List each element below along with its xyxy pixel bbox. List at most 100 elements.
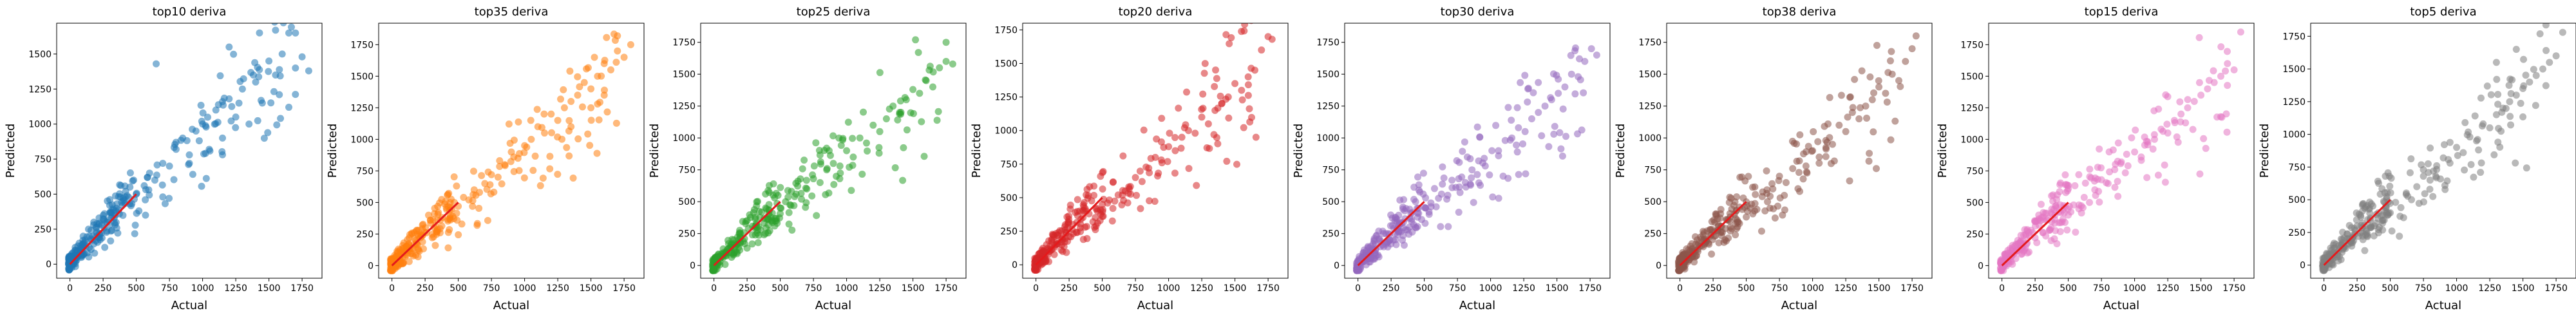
data-point [170, 144, 178, 151]
data-point [2052, 204, 2060, 212]
data-point [1519, 140, 1527, 147]
data-point [539, 175, 547, 182]
data-point [1732, 214, 1739, 222]
data-point [166, 162, 173, 170]
data-point [586, 142, 594, 149]
data-point [1862, 102, 1870, 110]
data-point [2552, 52, 2560, 60]
data-point [2532, 102, 2539, 109]
data-point [899, 176, 907, 184]
data-point [1708, 251, 1716, 258]
data-point [1074, 196, 1081, 204]
data-point [444, 203, 452, 211]
data-point [1826, 93, 1833, 101]
data-point [2523, 164, 2530, 172]
x-tick-label: 0 [389, 283, 395, 294]
data-point [2542, 82, 2550, 90]
data-point [1053, 238, 1061, 245]
y-tick-label: 250 [2288, 228, 2306, 238]
data-point [161, 200, 169, 207]
data-point [117, 182, 125, 189]
data-point [1354, 264, 1361, 272]
data-point [2320, 254, 2328, 262]
data-point [1158, 115, 1166, 122]
data-point [578, 103, 586, 111]
x-axis-label: Actual [1137, 299, 1173, 312]
data-point [444, 191, 451, 199]
data-point [876, 69, 884, 77]
data-point [751, 224, 759, 232]
data-point [1238, 28, 1245, 35]
data-point [1524, 84, 1532, 92]
data-point [2131, 148, 2139, 156]
data-point [1551, 122, 1558, 130]
data-point [225, 43, 233, 51]
data-point [1147, 155, 1155, 162]
plot-frame [1988, 23, 2255, 279]
data-point [1722, 237, 1730, 245]
data-point [1395, 211, 1403, 219]
data-point [131, 230, 138, 238]
data-point [826, 151, 834, 159]
data-point [1212, 66, 1220, 74]
data-point [1912, 32, 1920, 40]
data-point [1821, 122, 1828, 130]
data-point [1844, 113, 1852, 121]
data-point [1489, 193, 1497, 201]
data-point [1882, 90, 1889, 97]
data-point [278, 50, 286, 58]
data-point [1768, 180, 1776, 187]
data-point [1561, 83, 1569, 91]
data-point [1501, 137, 1509, 144]
data-point [472, 191, 480, 199]
data-point [2475, 146, 2483, 154]
data-point [1111, 197, 1119, 205]
data-point [126, 169, 134, 177]
data-point [1888, 48, 1895, 55]
data-point [1444, 223, 1452, 231]
data-point [1513, 141, 1520, 149]
data-point [1745, 173, 1752, 180]
data-point [1736, 173, 1744, 181]
data-point [863, 139, 870, 147]
data-point [1455, 209, 1463, 216]
data-point [2536, 30, 2544, 37]
data-point [1476, 133, 1484, 141]
y-tick-label: 250 [1644, 229, 1662, 240]
data-point [1577, 76, 1584, 84]
data-point [2121, 169, 2129, 176]
data-point [2173, 133, 2181, 141]
y-axis-label: Predicted [648, 124, 661, 178]
data-point [419, 220, 427, 228]
data-point [1164, 158, 1171, 166]
data-point [2505, 81, 2513, 89]
y-tick-label: 1500 [672, 70, 696, 80]
data-point [2461, 118, 2469, 126]
y-tick-label: 0 [1012, 260, 1018, 270]
data-point [153, 161, 161, 169]
data-point [724, 236, 732, 244]
data-point [1506, 137, 1514, 144]
data-point [185, 160, 193, 168]
x-tick-label: 1000 [513, 283, 536, 294]
data-point [1408, 215, 1416, 223]
data-point [1395, 228, 1403, 236]
data-point [809, 171, 817, 179]
x-tick-label: 750 [805, 283, 822, 294]
data-point [1545, 143, 1553, 151]
data-point [2184, 104, 2192, 111]
y-tick-label: 750 [1000, 160, 1018, 170]
data-point [1857, 104, 1864, 111]
data-point [2114, 139, 2122, 147]
data-point [593, 149, 601, 157]
data-point [249, 71, 257, 79]
plot-frame [1022, 23, 1289, 279]
data-point [758, 208, 766, 216]
data-point [1521, 128, 1529, 135]
data-point [600, 86, 608, 94]
data-point [1419, 169, 1427, 177]
data-point [1581, 57, 1589, 65]
data-point [1538, 132, 1546, 140]
data-point [1571, 90, 1579, 98]
data-point [1771, 214, 1779, 222]
